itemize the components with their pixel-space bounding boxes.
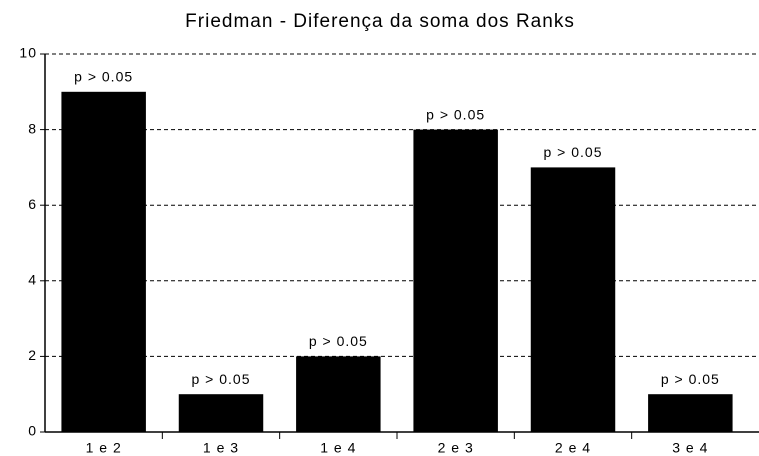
- y-tick-label: 0: [28, 423, 37, 439]
- bar-label: p > 0.05: [192, 371, 251, 387]
- bar-label: p > 0.05: [309, 333, 368, 349]
- bar: [413, 129, 498, 432]
- bar: [296, 356, 381, 432]
- bar-label: p > 0.05: [74, 69, 133, 85]
- x-tick-label: 3 e 4: [672, 440, 708, 456]
- bar: [530, 167, 616, 432]
- bar: [178, 394, 264, 432]
- bar: [648, 394, 733, 432]
- bar-label: p > 0.05: [661, 371, 720, 387]
- bar-label: p > 0.05: [544, 144, 603, 160]
- bar: [61, 91, 146, 433]
- x-tick-label: 1 e 4: [320, 440, 356, 456]
- y-tick-label: 2: [28, 347, 37, 363]
- y-tick-label: 8: [28, 120, 37, 136]
- bar-label: p > 0.05: [426, 106, 485, 122]
- chart-title: Friedman - Diferença da soma dos Ranks: [185, 11, 575, 32]
- x-tick-label: 2 e 4: [555, 440, 591, 456]
- y-tick-label: 4: [28, 272, 37, 288]
- x-tick-label: 1 e 3: [203, 440, 239, 456]
- y-tick-label: 10: [19, 45, 37, 61]
- x-tick-label: 1 e 2: [86, 440, 122, 456]
- x-tick-label: 2 e 3: [438, 440, 474, 456]
- y-tick-label: 6: [28, 196, 37, 212]
